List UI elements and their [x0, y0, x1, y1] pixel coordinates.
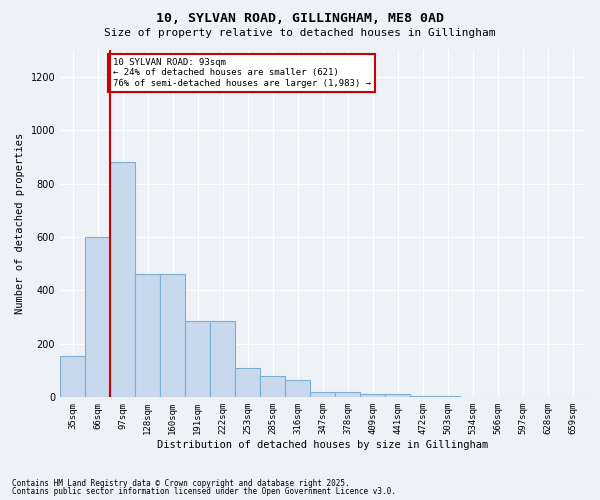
- Bar: [485, 397, 510, 398]
- Bar: [335, 392, 360, 398]
- Bar: [260, 376, 285, 398]
- Bar: [460, 397, 485, 398]
- Bar: [235, 368, 260, 398]
- Bar: [285, 380, 310, 398]
- Bar: [410, 396, 435, 398]
- Text: Size of property relative to detached houses in Gillingham: Size of property relative to detached ho…: [104, 28, 496, 38]
- Bar: [385, 394, 410, 398]
- Text: 10 SYLVAN ROAD: 93sqm
← 24% of detached houses are smaller (621)
76% of semi-det: 10 SYLVAN ROAD: 93sqm ← 24% of detached …: [113, 58, 371, 88]
- Bar: [435, 396, 460, 398]
- Y-axis label: Number of detached properties: Number of detached properties: [15, 133, 25, 314]
- Bar: [310, 392, 335, 398]
- Bar: [210, 321, 235, 398]
- Bar: [360, 394, 385, 398]
- Bar: [60, 356, 85, 398]
- X-axis label: Distribution of detached houses by size in Gillingham: Distribution of detached houses by size …: [157, 440, 488, 450]
- Bar: [85, 237, 110, 398]
- Text: 10, SYLVAN ROAD, GILLINGHAM, ME8 0AD: 10, SYLVAN ROAD, GILLINGHAM, ME8 0AD: [156, 12, 444, 26]
- Bar: [185, 321, 210, 398]
- Text: Contains HM Land Registry data © Crown copyright and database right 2025.: Contains HM Land Registry data © Crown c…: [12, 478, 350, 488]
- Bar: [135, 274, 160, 398]
- Text: Contains public sector information licensed under the Open Government Licence v3: Contains public sector information licen…: [12, 487, 396, 496]
- Bar: [160, 274, 185, 398]
- Bar: [110, 162, 135, 398]
